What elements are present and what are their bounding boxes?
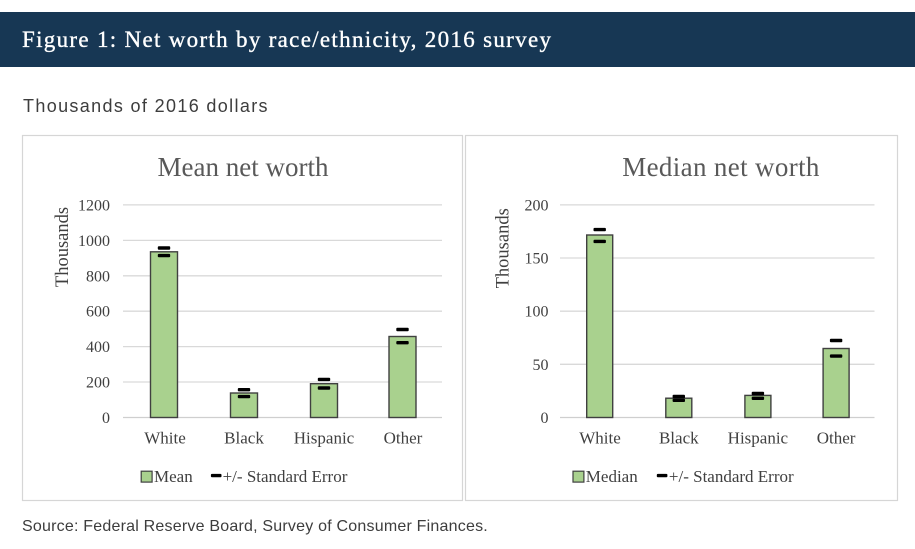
svg-text:Thousands: Thousands [494,208,514,288]
svg-text:1000: 1000 [78,233,110,250]
svg-text:White: White [579,429,621,448]
svg-text:Median: Median [586,467,638,486]
svg-text:Median net worth: Median net worth [622,152,820,182]
svg-text:White: White [144,429,186,448]
svg-text:400: 400 [86,339,110,356]
svg-text:Other: Other [817,429,856,448]
svg-text:Mean net worth: Mean net worth [158,152,329,182]
svg-text:200: 200 [86,375,110,392]
svg-text:0: 0 [541,410,549,427]
svg-text:Hispanic: Hispanic [728,429,789,448]
svg-text:800: 800 [86,268,110,285]
svg-text:200: 200 [525,197,549,214]
svg-text:1200: 1200 [78,197,110,214]
svg-text:Hispanic: Hispanic [294,429,355,448]
svg-text:Black: Black [224,429,264,448]
svg-text:100: 100 [525,304,549,321]
svg-text:0: 0 [102,410,110,427]
svg-text:150: 150 [525,251,549,268]
svg-text:Thousands: Thousands [53,207,73,287]
svg-text:50: 50 [533,357,549,374]
svg-text:Black: Black [659,429,699,448]
svg-text:Other: Other [384,429,423,448]
svg-text:+/- Standard Error: +/- Standard Error [669,467,794,486]
svg-text:+/- Standard Error: +/- Standard Error [223,467,348,486]
svg-text:Mean: Mean [154,467,193,486]
svg-text:600: 600 [86,304,110,321]
